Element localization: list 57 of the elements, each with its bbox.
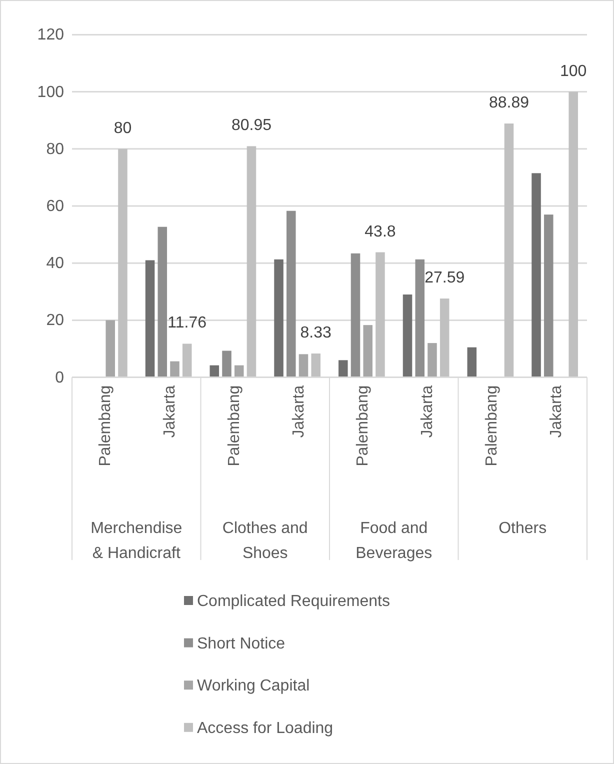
y-tick-label: 120 (37, 26, 64, 44)
bar (363, 325, 373, 378)
bar (274, 259, 284, 378)
x-tick-label: Jakarta (548, 385, 565, 438)
data-label: 100 (560, 62, 587, 80)
x-tick-label: Palembang (97, 385, 114, 466)
bar (402, 294, 412, 378)
bar (246, 146, 256, 378)
bar (158, 226, 168, 378)
bar (145, 260, 155, 378)
bar (504, 124, 514, 378)
y-tick-label: 60 (46, 198, 64, 215)
text: Clothes and Shoes (222, 520, 308, 562)
bar (415, 259, 425, 378)
data-label: 27.59 (424, 270, 465, 287)
bar (376, 252, 385, 378)
bar (106, 320, 115, 378)
data-label: 88.89 (488, 94, 530, 112)
text: Others (498, 520, 547, 537)
bar (568, 92, 578, 378)
legend-label: Complicated Requirements (197, 593, 390, 610)
text: Merchendise & Handicraft (90, 520, 182, 562)
bar (222, 350, 232, 378)
bar (338, 360, 348, 378)
x-tick-label: Palembang (226, 385, 243, 466)
bar (118, 148, 128, 378)
bar (350, 253, 360, 378)
x-tick-label: Jakarta (290, 385, 308, 438)
data-label: 80 (114, 120, 132, 137)
legend-label: Short Notice (197, 635, 286, 652)
legend-label: Working Capital (197, 678, 310, 695)
x-tick-label: Jakarta (162, 385, 179, 438)
text: Food and Beverages (356, 520, 432, 562)
bar (544, 214, 554, 378)
bar (182, 344, 192, 378)
y-tick-label: 0 (55, 369, 64, 386)
x-tick-label: Jakarta (419, 385, 436, 438)
y-tick-label: 20 (46, 312, 64, 330)
bar (467, 347, 477, 378)
bar (170, 361, 180, 378)
bar (532, 173, 541, 378)
y-tick-label: 40 (46, 255, 64, 272)
y-tick-label: 100 (37, 84, 64, 101)
bar (298, 354, 308, 378)
data-label: 43.8 (364, 223, 396, 240)
legend-label: Access for Loading (197, 720, 334, 737)
data-label: 11.76 (168, 314, 207, 332)
bar (428, 343, 437, 378)
bar (286, 210, 296, 378)
x-tick-label: Palembang (354, 385, 372, 466)
bar (234, 365, 244, 378)
x-tick-label: Palembang (483, 385, 500, 466)
data-label: 8.33 (300, 324, 332, 342)
data-label: 80.95 (231, 117, 272, 134)
bar (311, 354, 320, 378)
y-tick-label: 80 (46, 140, 64, 158)
bar (440, 298, 450, 378)
